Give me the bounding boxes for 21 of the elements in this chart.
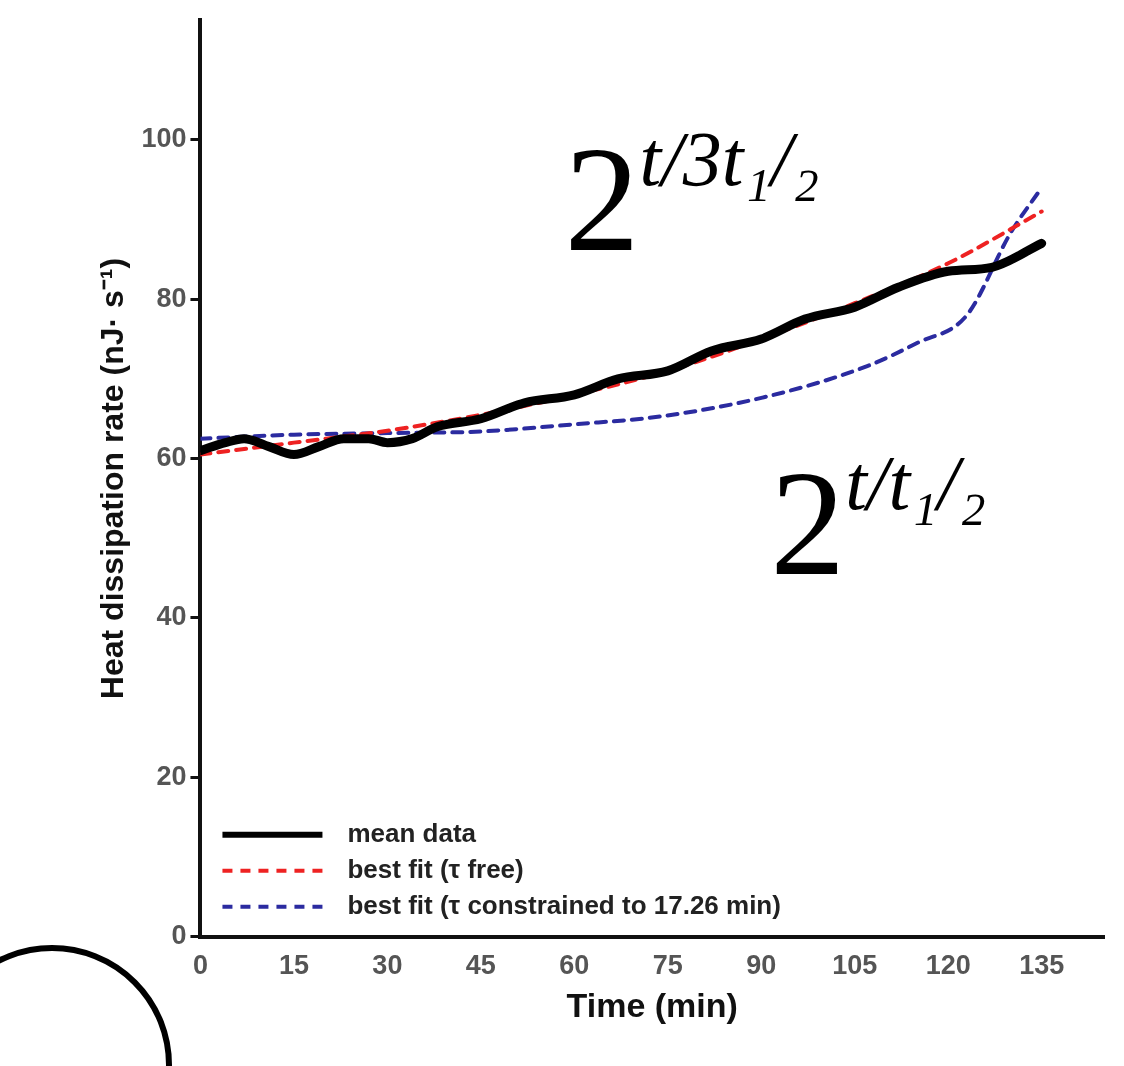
x-tick-label: 135 [1019,950,1065,981]
x-tick-label: 15 [278,950,309,981]
x-tick-label: 60 [559,950,590,981]
x-tick-label: 0 [192,950,208,981]
x-tick-label: 75 [652,950,683,981]
y-tick-label: 20 [156,760,187,791]
x-axis-title: Time (min) [566,985,738,1024]
y-axis-title: Heat dissipation rate (nJ· s⁻¹) [94,257,131,700]
y-tick-label: 40 [156,601,187,632]
x-tick-label: 45 [465,950,496,981]
y-tick-label: 80 [156,282,187,313]
legend-label: mean data [347,817,477,848]
y-tick-label: 100 [141,123,187,154]
legend-label: best fit (τ free) [347,853,524,884]
y-tick-label: 60 [156,442,187,473]
x-tick-label: 120 [925,950,971,981]
x-tick-label: 105 [832,950,878,981]
y-tick-label: 0 [171,920,187,951]
x-tick-label: 30 [372,950,403,981]
legend-label: best fit (τ constrained to 17.26 min) [347,889,781,920]
x-tick-label: 90 [746,950,777,981]
